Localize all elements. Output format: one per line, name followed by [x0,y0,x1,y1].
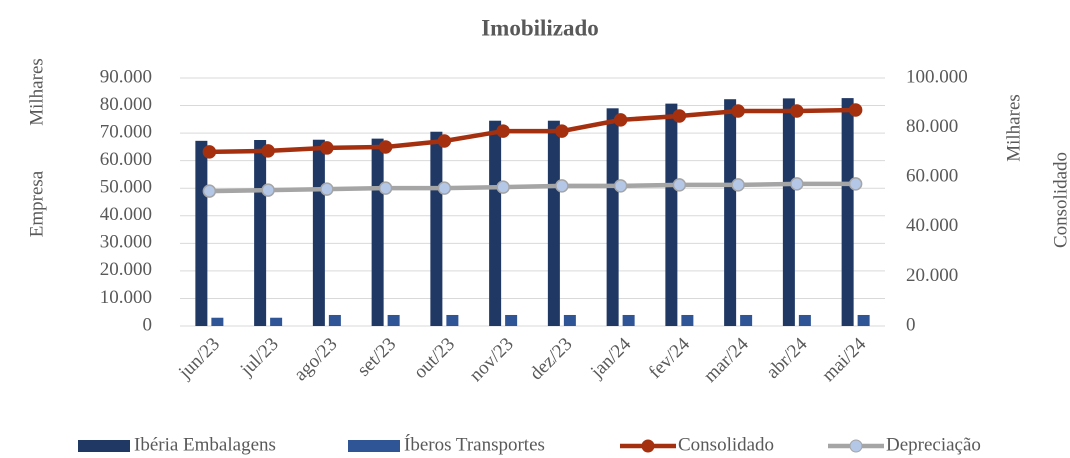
marker [321,142,333,154]
bar [446,315,458,326]
y2-tick-label: 0 [906,314,916,335]
marker [497,181,509,193]
line [209,184,855,191]
marker [732,105,744,117]
bar [372,139,384,326]
bar [842,98,854,326]
x-tick-label: jan/24 [586,333,635,382]
marker [615,114,627,126]
marker [203,185,215,197]
bar [564,315,576,326]
y-tick-label: 90.000 [100,66,152,87]
legend-label: Consolidado [678,434,774,455]
marker [321,183,333,195]
y-tick-label: 20.000 [100,259,152,280]
legend-swatch [850,440,862,452]
y2-tick-label: 100.000 [906,66,968,87]
y-axis-unit: Milhares [26,58,47,126]
bar [329,315,341,326]
y-tick-label: 50.000 [100,177,152,198]
y2-axis-unit: Milhares [1003,94,1024,162]
legend-label: Ibéria Embalagens [134,434,276,455]
legend-swatch [348,440,400,452]
bar [211,318,223,326]
bar [430,132,442,326]
marker [497,125,509,137]
y-tick-label: 40.000 [100,204,152,225]
chart: Imobilizado Milhares Empresa Milhares Co… [0,0,1070,458]
marker [203,146,215,158]
marker [732,179,744,191]
bar [740,315,752,326]
y-tick-label: 30.000 [100,232,152,253]
marker [850,104,862,116]
x-tick-label: jun/23 [174,334,224,384]
x-tick-label: jul/23 [236,334,283,381]
x-tick-label: mar/24 [700,333,753,386]
marker [791,178,803,190]
y-tick-label: 60.000 [100,149,152,170]
marker [262,145,274,157]
legend-label: Depreciação [886,434,981,455]
y-axis-label: Empresa [26,170,47,237]
legend-label: Íberos Transportes [404,433,545,455]
bar [665,104,677,326]
y2-tick-label: 20.000 [906,265,958,286]
line [209,110,855,152]
x-tick-label: mai/24 [818,333,871,386]
bar [724,99,736,326]
x-tick-label: fev/24 [645,333,695,383]
chart-title: Imobilizado [481,15,599,40]
marker [380,182,392,194]
marker [673,110,685,122]
y-tick-label: 10.000 [100,287,152,308]
marker [791,105,803,117]
x-tick-label: dez/23 [526,334,577,385]
bar [489,121,501,326]
marker [262,184,274,196]
legend-swatch [642,440,654,452]
y2-tick-label: 60.000 [906,166,958,187]
bar [799,315,811,326]
bar [607,108,619,326]
marker [673,179,685,191]
bar [548,121,560,326]
x-tick-label: out/23 [410,334,459,383]
marker [380,141,392,153]
bar [681,315,693,326]
bar [254,140,266,326]
marker [615,180,627,192]
x-tick-label: nov/23 [466,334,518,386]
marker [556,180,568,192]
y2-tick-label: 40.000 [906,215,958,236]
marker [556,125,568,137]
x-tick-label: abr/24 [762,333,812,383]
y-tick-label: 70.000 [100,121,152,142]
bar [783,98,795,326]
bar [858,315,870,326]
bar [388,315,400,326]
y2-axis-label: Consolidado [1050,152,1070,248]
bar [623,315,635,326]
bar [270,318,282,326]
x-tick-label: ago/23 [290,334,341,385]
marker [438,182,450,194]
legend-swatch [78,440,130,452]
marker [850,178,862,190]
y-tick-label: 0 [143,314,153,335]
marker [438,135,450,147]
x-tick-label: set/23 [353,334,400,381]
bar [505,315,517,326]
y-tick-label: 80.000 [100,94,152,115]
bar [195,141,207,326]
bar [313,140,325,326]
y2-tick-label: 80.000 [906,116,958,137]
